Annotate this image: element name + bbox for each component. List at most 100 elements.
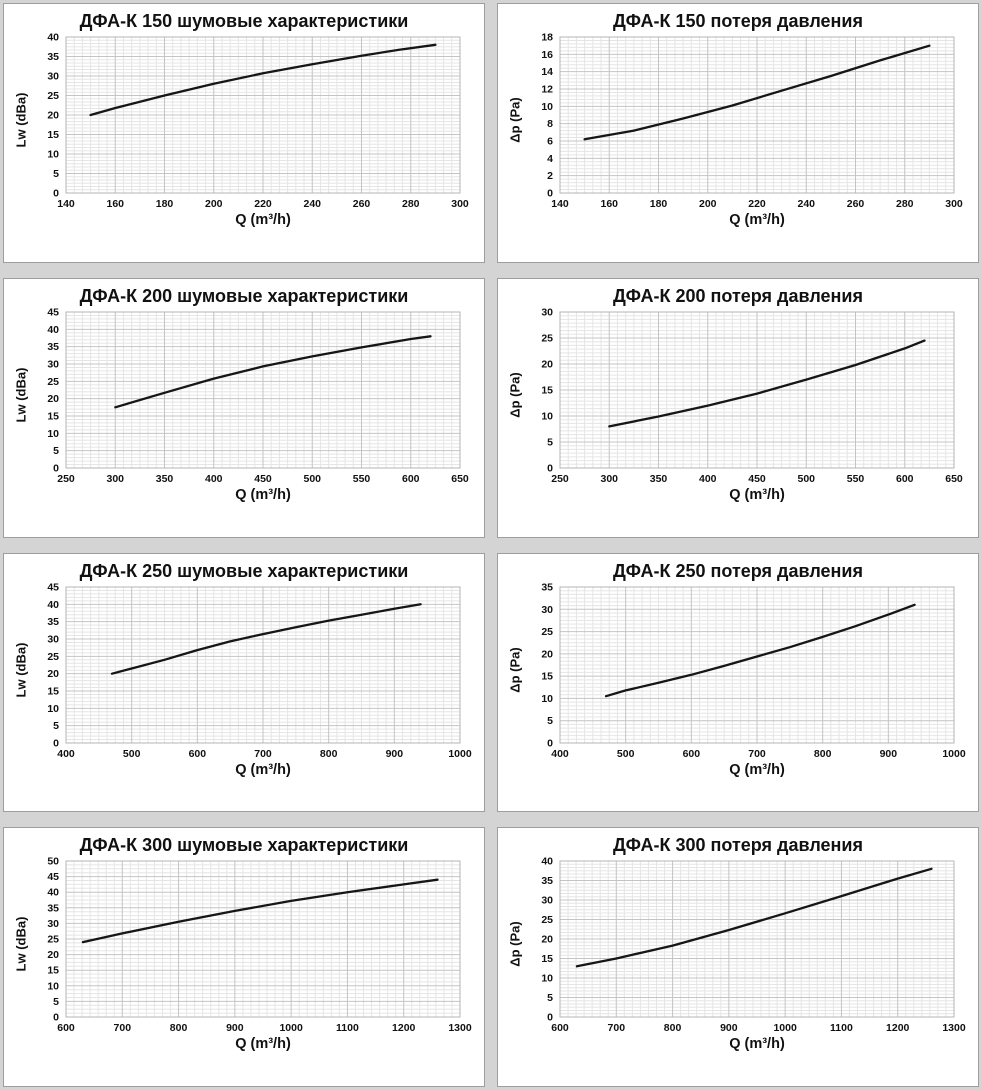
svg-text:1300: 1300 [942,1022,966,1034]
y-axis-label: Δp (Pa) [507,921,523,967]
chart-title: ДФА-К 200 шумовые характеристики [79,285,409,306]
svg-text:50: 50 [47,857,59,868]
svg-text:10: 10 [47,981,59,993]
svg-text:300: 300 [945,198,963,210]
svg-text:0: 0 [53,188,59,200]
svg-text:10: 10 [47,428,59,440]
svg-text:30: 30 [47,633,59,645]
svg-text:0: 0 [547,737,553,749]
chart-title: ДФА-К 300 потеря давления [613,835,863,856]
chart-plot-area: 600 700 800 900 1000 1100 1200 1300 40 35 30 25 20 15… [541,857,966,1034]
svg-text:500: 500 [617,748,635,760]
svg-text:25: 25 [541,914,553,926]
svg-text:600: 600 [683,748,701,760]
svg-text:450: 450 [748,473,766,485]
svg-text:5: 5 [547,436,553,448]
svg-text:0: 0 [53,737,59,749]
svg-text:15: 15 [541,384,553,396]
chart-title: ДФА-К 300 шумовые характеристики [79,835,409,856]
svg-text:600: 600 [402,473,420,485]
chart-plot-area: 250 300 350 400 450 500 550 600 650 30 25 20 15 10 5 0 [541,308,963,485]
svg-text:900: 900 [880,748,898,760]
svg-text:25: 25 [47,90,59,102]
svg-text:15: 15 [47,965,59,977]
chart-panel-dfa-k-200-pressure: ДФА-К 200 потеря давления Δp (Pa) 250 300… [497,277,979,538]
svg-text:140: 140 [57,198,75,210]
svg-text:15: 15 [541,670,553,682]
svg-text:700: 700 [608,1022,626,1034]
svg-text:180: 180 [156,198,174,210]
svg-text:12: 12 [541,84,553,96]
chart-title: ДФА-К 250 шумовые характеристики [79,560,409,581]
svg-text:20: 20 [47,949,59,961]
x-axis-label: Q (m³/h) [729,761,785,778]
svg-text:240: 240 [303,198,321,210]
svg-text:25: 25 [47,650,59,662]
svg-text:600: 600 [189,748,207,760]
svg-text:900: 900 [720,1022,738,1034]
svg-text:0: 0 [547,188,553,200]
svg-text:35: 35 [541,583,553,594]
chart-panel-dfa-k-150-pressure: ДФА-К 150 потеря давления Δp (Pa) 140 160… [497,3,979,263]
x-axis-label: Q (m³/h) [235,761,291,778]
svg-text:45: 45 [47,583,59,594]
svg-text:500: 500 [797,473,815,485]
svg-text:300: 300 [451,198,469,210]
y-axis-label: Δp (Pa) [507,372,523,418]
svg-text:500: 500 [303,473,321,485]
svg-text:350: 350 [156,473,174,485]
svg-text:40: 40 [47,33,59,44]
svg-text:400: 400 [205,473,223,485]
svg-text:1200: 1200 [886,1022,910,1034]
svg-text:160: 160 [600,198,618,210]
svg-text:160: 160 [106,198,124,210]
svg-text:16: 16 [541,49,553,61]
svg-text:10: 10 [47,149,59,161]
y-axis-label: Lw (dBa) [13,92,29,148]
svg-text:400: 400 [57,748,75,760]
svg-text:1100: 1100 [336,1022,359,1034]
svg-text:600: 600 [551,1022,569,1034]
svg-text:800: 800 [814,748,832,760]
svg-text:45: 45 [47,308,59,319]
svg-text:45: 45 [47,871,59,883]
svg-text:900: 900 [386,748,404,760]
svg-text:600: 600 [57,1022,75,1034]
chart-panel-dfa-k-250-pressure: ДФА-К 250 потеря давления Δp (Pa) 400 500… [497,552,979,813]
svg-text:1200: 1200 [392,1022,416,1034]
svg-text:30: 30 [47,918,59,930]
svg-text:10: 10 [541,692,553,704]
svg-text:280: 280 [402,198,420,210]
svg-text:10: 10 [541,410,553,422]
chart-plot-area: 400 500 600 700 800 900 1000 45 40 35 30 25 20 15 10 5 0 [47,583,472,760]
svg-text:18: 18 [541,33,553,44]
y-axis-label: Lw (dBa) [13,367,29,423]
svg-text:5: 5 [53,168,59,180]
svg-text:600: 600 [896,473,914,485]
svg-text:5: 5 [547,715,553,727]
svg-text:200: 200 [699,198,717,210]
svg-text:200: 200 [205,198,223,210]
svg-text:25: 25 [47,376,59,388]
svg-text:700: 700 [254,748,272,760]
svg-text:35: 35 [47,341,59,353]
svg-text:650: 650 [451,473,469,485]
y-axis-label: Δp (Pa) [507,97,523,143]
svg-text:800: 800 [170,1022,188,1034]
svg-text:300: 300 [106,473,124,485]
svg-text:650: 650 [945,473,963,485]
svg-text:1000: 1000 [448,748,472,760]
svg-text:25: 25 [541,332,553,344]
x-axis-label: Q (m³/h) [729,486,785,503]
chart-panel-dfa-k-150-noise: ДФА-К 150 шумовые характеристики Lw (dBa… [3,3,485,263]
svg-text:800: 800 [664,1022,682,1034]
svg-text:0: 0 [53,462,59,474]
svg-text:300: 300 [600,473,618,485]
svg-text:700: 700 [114,1022,132,1034]
svg-text:1300: 1300 [448,1022,472,1034]
svg-text:0: 0 [547,1012,553,1024]
svg-text:30: 30 [47,71,59,83]
x-axis-label: Q (m³/h) [729,1036,785,1053]
svg-text:350: 350 [650,473,668,485]
svg-text:280: 280 [896,198,914,210]
